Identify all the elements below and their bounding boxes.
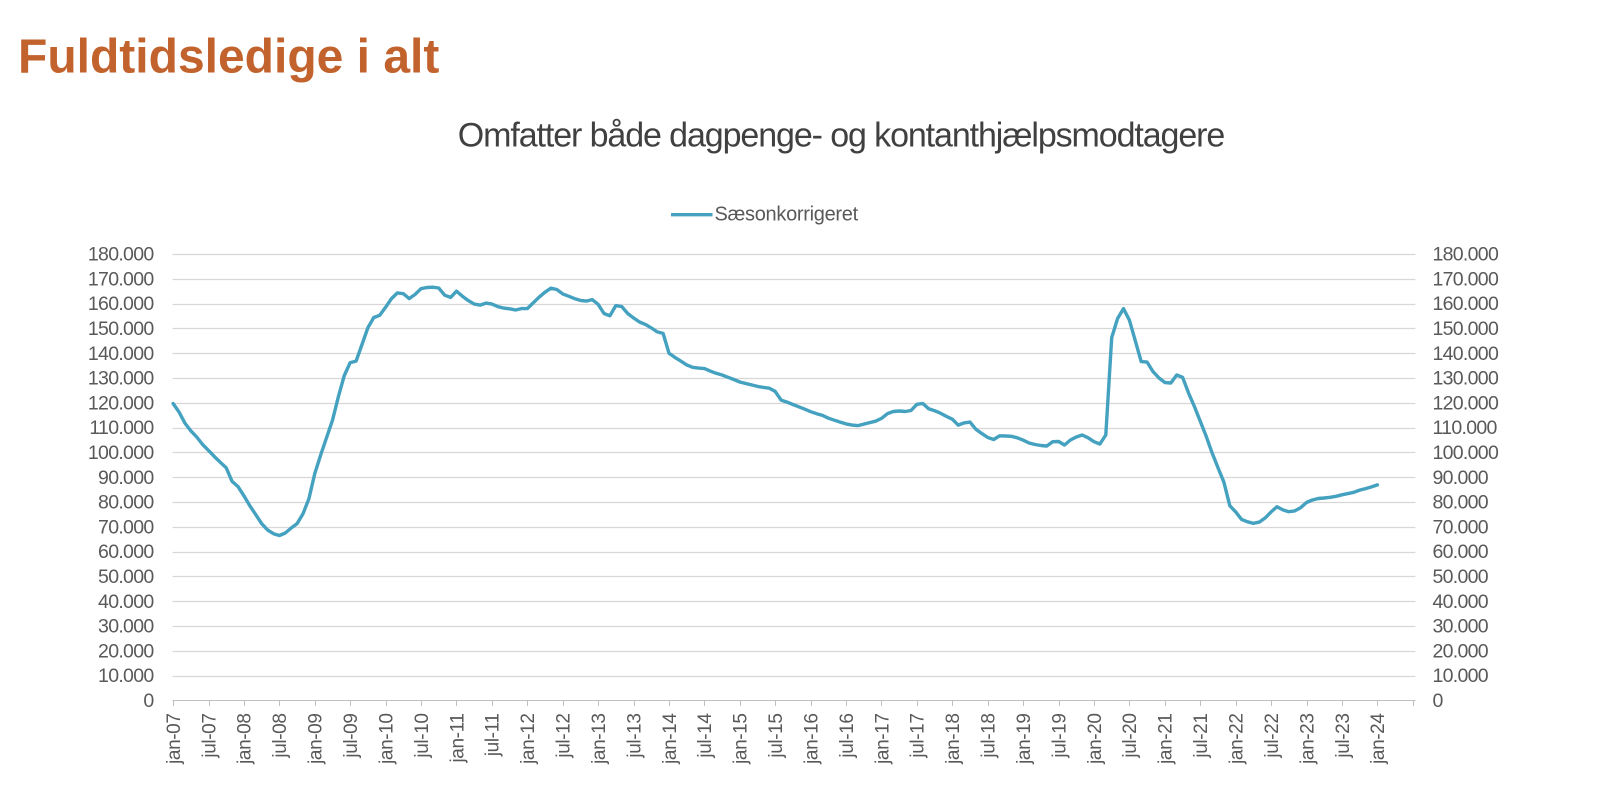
svg-text:110.000: 110.000 bbox=[1433, 417, 1498, 439]
svg-text:100.000: 100.000 bbox=[1433, 442, 1499, 464]
svg-text:jul-18: jul-18 bbox=[979, 714, 1000, 759]
svg-text:jul-23: jul-23 bbox=[1333, 714, 1354, 759]
svg-text:jul-21: jul-21 bbox=[1191, 714, 1212, 759]
svg-text:130.000: 130.000 bbox=[88, 368, 154, 390]
svg-text:70.000: 70.000 bbox=[98, 516, 154, 538]
svg-text:50.000: 50.000 bbox=[98, 566, 154, 588]
svg-text:jul-10: jul-10 bbox=[412, 714, 433, 759]
svg-text:10.000: 10.000 bbox=[98, 665, 154, 687]
svg-text:jan-19: jan-19 bbox=[1014, 714, 1035, 765]
svg-text:180.000: 180.000 bbox=[88, 244, 154, 266]
svg-text:Omfatter både dagpenge- og kon: Omfatter både dagpenge- og kontanthjælps… bbox=[458, 116, 1225, 154]
svg-text:Sæsonkorrigeret: Sæsonkorrigeret bbox=[715, 204, 859, 226]
svg-text:90.000: 90.000 bbox=[98, 467, 154, 489]
svg-text:jan-08: jan-08 bbox=[235, 714, 256, 765]
svg-text:jan-11: jan-11 bbox=[447, 714, 468, 764]
svg-text:10.000: 10.000 bbox=[1433, 665, 1489, 687]
svg-text:120.000: 120.000 bbox=[88, 392, 154, 414]
svg-text:jul-13: jul-13 bbox=[624, 714, 645, 759]
svg-text:jan-14: jan-14 bbox=[660, 713, 681, 765]
svg-text:110.000: 110.000 bbox=[89, 417, 154, 439]
svg-text:160.000: 160.000 bbox=[1433, 293, 1499, 315]
svg-text:0: 0 bbox=[143, 690, 154, 712]
svg-text:50.000: 50.000 bbox=[1433, 566, 1489, 588]
svg-text:70.000: 70.000 bbox=[1433, 516, 1489, 538]
svg-text:40.000: 40.000 bbox=[98, 591, 154, 613]
svg-text:20.000: 20.000 bbox=[1433, 640, 1489, 662]
svg-text:120.000: 120.000 bbox=[1433, 392, 1499, 414]
svg-text:jan-12: jan-12 bbox=[518, 714, 539, 765]
svg-text:jul-17: jul-17 bbox=[908, 714, 929, 759]
svg-text:jan-24: jan-24 bbox=[1368, 713, 1389, 765]
svg-text:jan-15: jan-15 bbox=[731, 714, 752, 765]
svg-text:150.000: 150.000 bbox=[1433, 318, 1499, 340]
svg-text:60.000: 60.000 bbox=[1433, 541, 1489, 563]
svg-text:20.000: 20.000 bbox=[98, 640, 154, 662]
svg-text:140.000: 140.000 bbox=[1433, 343, 1499, 365]
svg-text:jul-11: jul-11 bbox=[483, 714, 504, 758]
svg-text:jul-08: jul-08 bbox=[270, 714, 291, 759]
svg-text:180.000: 180.000 bbox=[1433, 244, 1499, 266]
svg-text:130.000: 130.000 bbox=[1433, 368, 1499, 390]
svg-text:jan-21: jan-21 bbox=[1156, 714, 1177, 765]
svg-text:170.000: 170.000 bbox=[1433, 268, 1499, 290]
svg-text:Fuldtidsledige i alt: Fuldtidsledige i alt bbox=[18, 31, 439, 84]
svg-text:jan-13: jan-13 bbox=[589, 714, 610, 765]
svg-text:jul-19: jul-19 bbox=[1049, 714, 1070, 759]
svg-text:jan-22: jan-22 bbox=[1227, 714, 1248, 765]
svg-text:40.000: 40.000 bbox=[1433, 591, 1489, 613]
svg-text:jan-20: jan-20 bbox=[1085, 714, 1106, 765]
svg-text:140.000: 140.000 bbox=[88, 343, 154, 365]
svg-text:jan-18: jan-18 bbox=[943, 714, 964, 765]
svg-text:jan-17: jan-17 bbox=[872, 714, 893, 765]
svg-text:jul-20: jul-20 bbox=[1120, 714, 1141, 759]
svg-text:170.000: 170.000 bbox=[88, 268, 154, 290]
svg-text:100.000: 100.000 bbox=[88, 442, 154, 464]
svg-text:jan-07: jan-07 bbox=[164, 714, 185, 765]
svg-text:60.000: 60.000 bbox=[98, 541, 154, 563]
svg-text:150.000: 150.000 bbox=[88, 318, 154, 340]
svg-text:80.000: 80.000 bbox=[1433, 492, 1489, 514]
svg-text:0: 0 bbox=[1433, 690, 1444, 712]
svg-text:30.000: 30.000 bbox=[98, 616, 154, 638]
svg-text:30.000: 30.000 bbox=[1433, 616, 1489, 638]
svg-text:jan-16: jan-16 bbox=[802, 714, 823, 765]
svg-text:160.000: 160.000 bbox=[88, 293, 154, 315]
svg-text:80.000: 80.000 bbox=[98, 492, 154, 514]
svg-text:jul-14: jul-14 bbox=[695, 713, 716, 759]
svg-text:jan-23: jan-23 bbox=[1297, 714, 1318, 765]
svg-text:jul-07: jul-07 bbox=[199, 714, 220, 759]
svg-text:jul-22: jul-22 bbox=[1262, 714, 1283, 759]
svg-text:jul-12: jul-12 bbox=[554, 714, 575, 759]
svg-text:jul-09: jul-09 bbox=[341, 714, 362, 759]
svg-text:jul-16: jul-16 bbox=[837, 714, 858, 759]
svg-text:jan-09: jan-09 bbox=[306, 714, 327, 765]
svg-text:jul-15: jul-15 bbox=[766, 714, 787, 759]
svg-text:jan-10: jan-10 bbox=[376, 714, 397, 765]
svg-text:90.000: 90.000 bbox=[1433, 467, 1489, 489]
